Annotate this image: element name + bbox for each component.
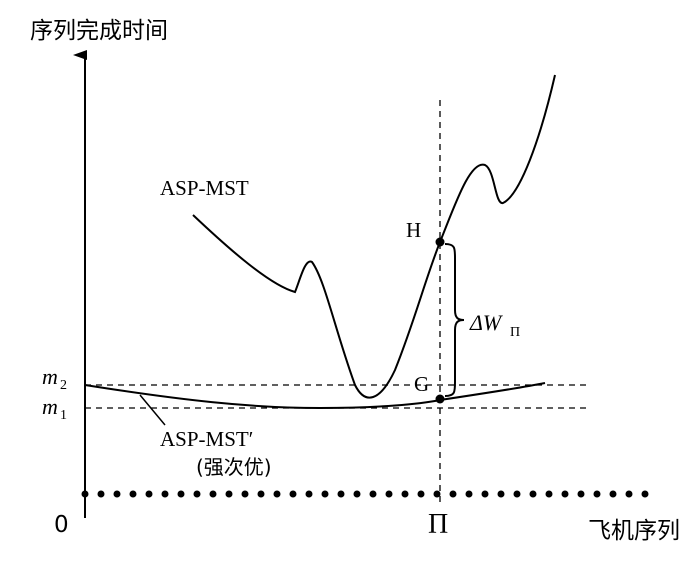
m2-label: m	[42, 364, 58, 389]
pi-label: Π	[428, 509, 448, 540]
upper-curve-label: ASP-MST	[160, 176, 249, 200]
point-h-label: H	[406, 218, 421, 242]
lower-curve-label: ASP-MST′	[160, 427, 253, 451]
m2-subscript: 2	[60, 378, 67, 393]
point-g	[435, 394, 445, 404]
origin-label: 0	[54, 512, 69, 538]
lower-curve	[84, 382, 546, 410]
x-axis-label: 飞机序列	[588, 518, 680, 544]
gap-brace	[444, 243, 465, 397]
gap-label: ΔW	[469, 310, 503, 335]
m1-subscript: 1	[60, 408, 67, 423]
upper-curve	[192, 74, 556, 399]
gap-subscript: Π	[510, 325, 520, 340]
m1-label: m	[42, 394, 58, 419]
lower-curve-note: (强次优)	[196, 455, 272, 479]
point-h	[435, 237, 445, 247]
y-axis-label: 序列完成时间	[30, 18, 168, 44]
pointer	[139, 394, 166, 426]
point-g-label: G	[414, 372, 429, 396]
